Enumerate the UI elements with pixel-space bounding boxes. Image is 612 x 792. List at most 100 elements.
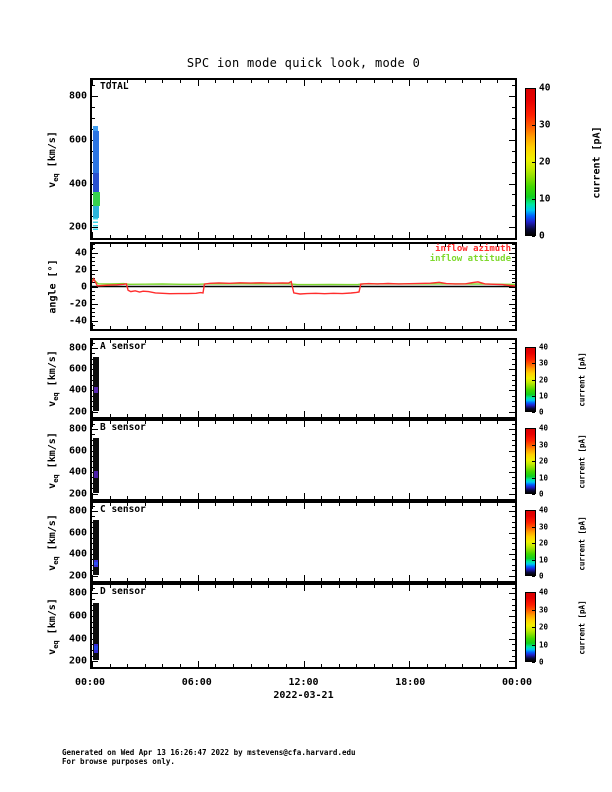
x-tick: [144, 244, 146, 247]
x-tick: [303, 80, 305, 86]
x-tick: [426, 664, 428, 667]
y-tick-label: 800: [68, 342, 87, 354]
y-tick: [512, 238, 515, 239]
x-tick-label-1: 06:00: [181, 677, 212, 688]
colorbar-tick: [532, 526, 535, 528]
y-tick: [92, 423, 95, 425]
x-tick: [409, 244, 411, 250]
x-tick: [356, 503, 358, 506]
x-tick: [268, 340, 270, 343]
y-tick: [512, 358, 515, 360]
y-tick: [512, 299, 515, 301]
x-tick: [197, 80, 199, 86]
velocity-axis-label: veq [km/s]: [46, 130, 60, 188]
y-tick: [512, 205, 515, 207]
x-tick: [144, 578, 146, 581]
y-tick: [92, 575, 98, 577]
x-tick: [215, 421, 217, 424]
y-tick: [92, 273, 95, 275]
y-tick: [512, 401, 515, 403]
x-tick: [303, 421, 305, 427]
x-tick: [109, 496, 111, 499]
y-tick: [92, 252, 98, 254]
x-tick: [409, 585, 411, 591]
y-tick: [512, 363, 515, 365]
x-tick: [285, 664, 287, 667]
x-tick: [285, 326, 287, 329]
x-tick: [391, 496, 393, 499]
x-tick: [409, 232, 411, 238]
y-tick: [512, 129, 515, 131]
x-tick: [215, 496, 217, 499]
y-tick: [512, 342, 515, 344]
y-tick: [92, 411, 98, 413]
x-tick: [479, 340, 481, 343]
x-tick: [373, 578, 375, 581]
y-tick-label: -20: [68, 298, 87, 309]
panel-a: A sensor veq [km/s] 200 400 600 800: [47, 338, 517, 419]
heatmap-strip-segment: [94, 646, 98, 651]
colorbar-c: current [pA] 0 10 20 30 40: [525, 506, 587, 581]
colorbar-tick-label: 0: [539, 407, 544, 417]
colorbar-tick-label: 10: [539, 555, 549, 564]
x-tick: [215, 244, 217, 247]
colorbar-tick: [532, 576, 535, 577]
x-tick: [92, 661, 93, 667]
y-tick: [512, 610, 515, 612]
y-tick: [512, 329, 515, 330]
y-tick: [512, 107, 515, 109]
x-tick: [409, 411, 411, 417]
x-tick: [109, 326, 111, 329]
colorbar-tick: [532, 627, 535, 628]
y-tick: [509, 390, 515, 392]
x-tick: [338, 496, 340, 499]
x-tick: [479, 244, 481, 247]
colorbar-tick-label: 30: [539, 522, 549, 531]
y-axis-title-d: veq [km/s]: [46, 585, 60, 667]
x-tick: [462, 414, 464, 417]
x-tick: [127, 244, 129, 247]
colorbar-axis-label: current [pA]: [577, 352, 587, 407]
x-tick: [303, 493, 305, 499]
x-tick: [338, 578, 340, 581]
x-tick: [373, 503, 375, 506]
y-tick-label: 600: [68, 363, 87, 375]
x-tick: [479, 503, 481, 506]
x-tick: [497, 496, 499, 499]
x-tick: [180, 503, 182, 506]
x-tick: [109, 585, 111, 588]
x-tick: [232, 585, 234, 588]
y-tick: [92, 434, 95, 436]
y-tick: [512, 273, 515, 275]
x-tick: [197, 661, 199, 667]
x-tick: [479, 235, 481, 238]
y-tick: [512, 353, 515, 355]
x-tick: [127, 80, 129, 83]
y-tick: [512, 564, 515, 566]
x-tick: [356, 326, 358, 329]
y-tick-label: 200: [68, 406, 87, 418]
x-tick: [444, 585, 446, 588]
x-tick: [426, 80, 428, 83]
x-tick: [497, 503, 499, 506]
x-tick: [515, 80, 516, 86]
x-tick: [144, 503, 146, 506]
y-tick: [509, 411, 515, 413]
x-tick: [162, 244, 164, 247]
x-tick: [215, 235, 217, 238]
x-tick: [162, 80, 164, 83]
colorbar-tick: [532, 379, 535, 381]
x-tick-label-4: 00:00: [501, 677, 533, 688]
colorbar-tick-label: 20: [539, 156, 551, 168]
x-tick: [338, 326, 340, 329]
heatmap-strip-segment: [93, 173, 100, 192]
x-tick: [109, 421, 111, 424]
y-tick: [512, 570, 515, 572]
velocity-axis-label: veq [km/s]: [46, 431, 60, 489]
x-tick: [215, 503, 217, 506]
x-tick: [144, 326, 146, 329]
y-tick: [92, 417, 95, 418]
x-tick: [338, 414, 340, 417]
x-tick: [515, 340, 516, 346]
y-tick: [92, 238, 95, 239]
